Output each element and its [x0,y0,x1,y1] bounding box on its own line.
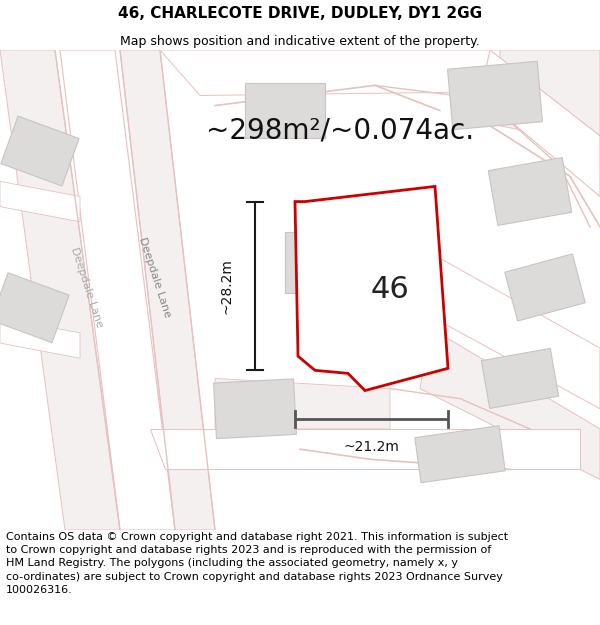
Polygon shape [488,158,572,226]
Polygon shape [500,50,600,146]
Text: Deepdale Lane: Deepdale Lane [137,236,173,319]
Text: 46, CHARLECOTE DRIVE, DUDLEY, DY1 2GG: 46, CHARLECOTE DRIVE, DUDLEY, DY1 2GG [118,6,482,21]
Polygon shape [295,186,448,391]
Text: ~21.2m: ~21.2m [344,440,400,454]
Polygon shape [420,328,600,479]
Text: 46: 46 [371,275,409,304]
Polygon shape [0,318,80,358]
Polygon shape [0,181,80,222]
Polygon shape [480,50,600,196]
Polygon shape [415,247,600,409]
Text: ~298m²/~0.074ac.: ~298m²/~0.074ac. [206,117,474,145]
Text: Contains OS data © Crown copyright and database right 2021. This information is : Contains OS data © Crown copyright and d… [6,532,508,595]
Text: ~28.2m: ~28.2m [220,258,234,314]
Polygon shape [1,116,79,186]
Polygon shape [448,61,542,129]
Polygon shape [215,378,390,429]
Polygon shape [245,83,325,138]
Polygon shape [60,50,175,530]
Polygon shape [285,232,355,292]
Polygon shape [0,272,69,342]
Polygon shape [214,379,296,439]
Polygon shape [150,429,580,469]
Polygon shape [160,50,600,96]
Text: Map shows position and indicative extent of the property.: Map shows position and indicative extent… [120,34,480,48]
Polygon shape [505,254,585,321]
Polygon shape [0,50,120,530]
Polygon shape [120,50,215,530]
Polygon shape [481,348,559,409]
Text: Deepdale Lane: Deepdale Lane [69,246,105,329]
Polygon shape [415,426,505,483]
